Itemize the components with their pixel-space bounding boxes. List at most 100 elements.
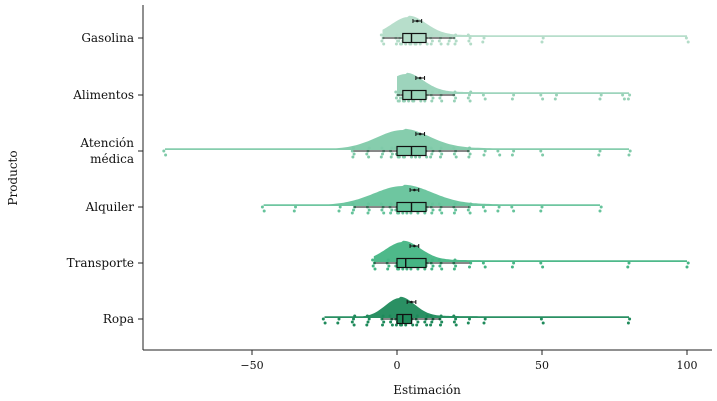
category-label: Atención xyxy=(79,136,134,150)
rain-point xyxy=(430,211,434,215)
rain-point xyxy=(423,320,427,324)
rain-point xyxy=(412,99,416,103)
rain-point xyxy=(541,36,545,40)
rain-point xyxy=(597,153,601,157)
rain-point xyxy=(394,323,398,327)
rain-point xyxy=(541,97,545,101)
rain-point xyxy=(468,152,472,156)
category-label: Alimentos xyxy=(72,88,134,102)
rain-point xyxy=(469,261,473,265)
rain-point xyxy=(483,209,487,213)
rain-point xyxy=(685,265,689,269)
rain-point xyxy=(397,267,401,271)
rain-point xyxy=(407,99,411,103)
rain-point xyxy=(418,155,422,159)
rain-point xyxy=(371,264,375,268)
rain-point xyxy=(512,149,516,153)
rain-point xyxy=(397,99,401,103)
rain-point xyxy=(389,211,393,215)
rain-point xyxy=(292,209,296,213)
rain-point xyxy=(397,39,401,43)
rain-point xyxy=(466,321,470,325)
rain-point xyxy=(626,265,630,269)
rain-point xyxy=(365,314,369,318)
category-labels: Gasolina Alimentos Atención médica Alquiler T… xyxy=(67,31,143,326)
rain-point xyxy=(401,211,405,215)
rain-point xyxy=(430,90,434,94)
rain-point xyxy=(482,153,486,157)
rain-point xyxy=(352,152,356,156)
rain-point xyxy=(388,314,392,318)
rain-point xyxy=(397,155,401,159)
rain-point xyxy=(452,152,456,156)
rain-point xyxy=(430,258,434,262)
rain-point xyxy=(510,97,514,101)
rain-point xyxy=(379,155,383,159)
rain-point xyxy=(414,42,418,46)
mean-point xyxy=(416,19,419,23)
mean-point xyxy=(418,132,422,136)
rain-point xyxy=(440,152,444,156)
rain-point xyxy=(379,202,383,206)
rain-point xyxy=(350,149,354,153)
rain-point xyxy=(454,208,458,212)
rain-point xyxy=(430,320,434,324)
rain-point xyxy=(405,267,409,271)
rain-point xyxy=(429,42,433,46)
rain-point xyxy=(404,42,408,46)
rain-point xyxy=(453,258,457,262)
rain-point xyxy=(686,40,690,44)
rain-point xyxy=(337,209,341,213)
rain-point xyxy=(437,39,441,43)
rain-point xyxy=(390,323,394,327)
rain-point xyxy=(351,155,355,159)
rain-point xyxy=(541,265,545,269)
rain-point xyxy=(540,205,544,209)
rain-point xyxy=(452,146,456,150)
rain-point xyxy=(482,321,486,325)
rain-point xyxy=(431,96,435,100)
rain-point xyxy=(390,146,394,150)
rain-point xyxy=(512,209,516,213)
rain-point xyxy=(437,90,441,94)
rain-point xyxy=(539,209,543,213)
rain-point xyxy=(467,39,471,43)
rain-point xyxy=(686,261,690,265)
iqr-box xyxy=(402,32,427,44)
rain-point xyxy=(380,146,384,150)
rain-point xyxy=(626,97,630,101)
rain-point xyxy=(628,149,632,153)
rain-point xyxy=(423,99,427,103)
rain-point xyxy=(540,40,544,44)
rain-point xyxy=(419,99,423,103)
rain-point xyxy=(403,155,406,159)
rain-point xyxy=(431,208,435,212)
rain-point xyxy=(418,42,422,46)
rain-point xyxy=(367,317,371,321)
rain-point xyxy=(512,93,516,97)
rain-point xyxy=(367,208,371,212)
rain-point xyxy=(598,209,602,213)
rain-point xyxy=(425,155,429,159)
rain-point xyxy=(446,42,450,46)
rain-point xyxy=(466,96,470,100)
rain-point xyxy=(353,314,357,318)
rain-point xyxy=(539,261,543,265)
rain-point xyxy=(628,93,632,97)
rain-point xyxy=(415,323,419,327)
rain-point xyxy=(598,97,602,101)
rain-point xyxy=(430,202,434,206)
rain-point xyxy=(452,99,456,103)
rain-point xyxy=(401,267,405,271)
rain-point xyxy=(510,265,514,269)
rain-point xyxy=(389,320,393,324)
rain-point xyxy=(430,267,434,271)
rain-point xyxy=(425,323,429,327)
rain-point xyxy=(447,39,451,43)
rain-point xyxy=(404,323,408,327)
rain-point xyxy=(379,33,383,37)
rain-point xyxy=(338,205,342,209)
rain-point xyxy=(438,208,442,212)
x-tick-label: −50 xyxy=(240,359,263,372)
rain-point xyxy=(366,211,370,215)
